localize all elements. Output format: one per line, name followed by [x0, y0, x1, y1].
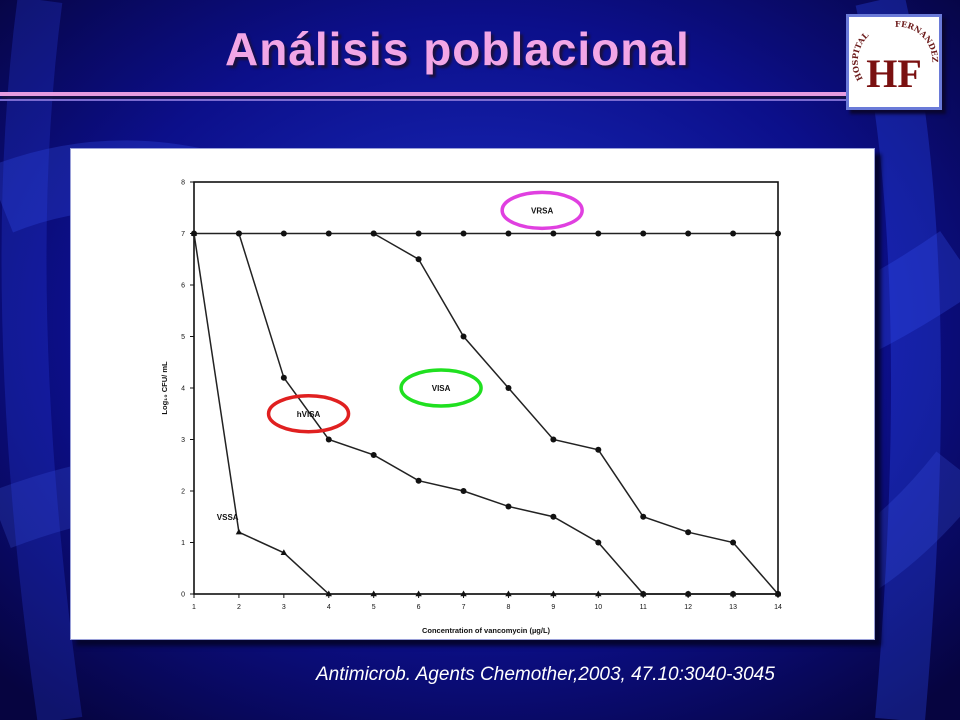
- x-tick-label: 11: [640, 604, 647, 611]
- data-point-vssa: [684, 590, 692, 597]
- hospital-fernandez-logo-icon: HOSPITAL FERNANDEZ HF: [846, 14, 942, 110]
- data-point-hvisa: [505, 503, 512, 510]
- data-point-vrsa: [775, 230, 781, 237]
- data-point-vrsa: [505, 230, 512, 237]
- data-point-visa: [370, 230, 377, 237]
- data-point-vrsa: [640, 230, 647, 237]
- data-point-visa: [550, 436, 557, 443]
- title-divider-secondary: [0, 99, 850, 101]
- y-tick-label: 5: [181, 334, 185, 341]
- y-tick-label: 6: [181, 283, 185, 290]
- data-point-vssa: [774, 590, 782, 597]
- x-tick-label: 1: [192, 604, 196, 611]
- data-point-vrsa: [460, 230, 467, 237]
- data-point-visa: [730, 539, 737, 546]
- y-tick-label: 1: [181, 540, 185, 547]
- data-point-vrsa: [595, 230, 602, 237]
- data-point-vssa: [280, 549, 288, 555]
- data-point-vrsa: [325, 230, 332, 237]
- data-point-vssa: [595, 590, 602, 597]
- y-tick-label: 8: [181, 180, 185, 187]
- data-point-visa: [505, 385, 512, 391]
- data-point-hvisa: [550, 513, 557, 520]
- series-line-vssa: [193, 233, 778, 595]
- data-point-vssa: [190, 230, 198, 236]
- data-point-visa: [640, 513, 647, 520]
- population-analysis-chart: 1 2 3 4 5 6 7 8 9 10 11 12 13 14012345678Concentratio…: [160, 180, 782, 636]
- annotation-label-hvisa: hVISA: [297, 410, 321, 419]
- x-tick-label: 14: [774, 604, 782, 611]
- y-tick-label: 0: [181, 592, 185, 599]
- data-point-vrsa: [280, 230, 287, 237]
- data-point-vssa: [460, 590, 467, 597]
- annotation-label-visa: VISA: [432, 384, 451, 393]
- x-tick-label: 8: [507, 604, 511, 611]
- y-tick-label: 3: [181, 437, 185, 444]
- data-point-vssa: [550, 590, 557, 597]
- logo-monogram: HF: [866, 51, 922, 96]
- x-tick-label: 3: [282, 604, 286, 611]
- highlight-ring-hvisa: [266, 394, 351, 434]
- data-point-vrsa: [550, 230, 557, 237]
- title-divider: [0, 92, 850, 96]
- slide-title: Análisis poblacional: [225, 23, 690, 75]
- highlight-ring-vrsa: [500, 190, 584, 231]
- annotation-label-vrsa: VRSA: [531, 206, 553, 215]
- data-point-vssa: [235, 528, 243, 535]
- data-point-vrsa: [730, 230, 737, 237]
- data-point-hvisa: [415, 477, 422, 484]
- data-point-vssa: [640, 590, 647, 597]
- x-tick-label: 13: [729, 604, 737, 611]
- data-point-vssa: [729, 590, 737, 597]
- data-point-hvisa: [235, 230, 242, 237]
- y-tick-label: 7: [181, 231, 185, 238]
- x-axis-label: Concentration of vancomycin (µg/L): [422, 626, 551, 635]
- x-tick-label: 10: [594, 604, 602, 611]
- x-tick-label: 5: [372, 604, 376, 611]
- data-point-hvisa: [460, 488, 467, 494]
- data-point-hvisa: [370, 451, 377, 458]
- data-point-hvisa: [325, 436, 332, 443]
- chart-panel: 1 2 3 4 5 6 7 8 9 10 11 12 13 14 0 1 2 3 4 5 6 7 8 Concentratio…: [70, 148, 875, 640]
- data-point-hvisa: [595, 539, 602, 546]
- data-point-vrsa: [685, 230, 692, 237]
- annotation-label-vssa: VSSA: [217, 513, 239, 522]
- citation-text: Antimicrob. Agents Chemother,2003, 47.10…: [316, 664, 775, 685]
- x-tick-label: 6: [417, 604, 421, 611]
- x-tick-label: 4: [327, 604, 331, 611]
- data-point-vrsa: [415, 230, 422, 237]
- data-point-visa: [685, 529, 692, 536]
- x-tick-label: 9: [551, 604, 555, 611]
- series-line-visa: [373, 232, 779, 595]
- data-point-vssa: [415, 590, 422, 597]
- data-point-visa: [460, 333, 467, 340]
- data-point-vssa: [505, 590, 512, 597]
- data-point-visa: [595, 446, 602, 453]
- data-point-vssa: [370, 590, 377, 597]
- data-point-hvisa: [280, 374, 287, 381]
- y-tick-label: 2: [181, 489, 185, 496]
- data-point-visa: [415, 256, 422, 263]
- x-tick-label: 12: [684, 604, 692, 611]
- x-tick-label: 7: [462, 604, 466, 611]
- x-tick-label: 2: [237, 604, 241, 611]
- y-axis-label: Log₁₀ CFU/ mL: [160, 361, 169, 415]
- highlight-ring-visa: [399, 368, 483, 408]
- data-point-vssa: [325, 590, 332, 597]
- y-tick-label: 4: [181, 386, 185, 393]
